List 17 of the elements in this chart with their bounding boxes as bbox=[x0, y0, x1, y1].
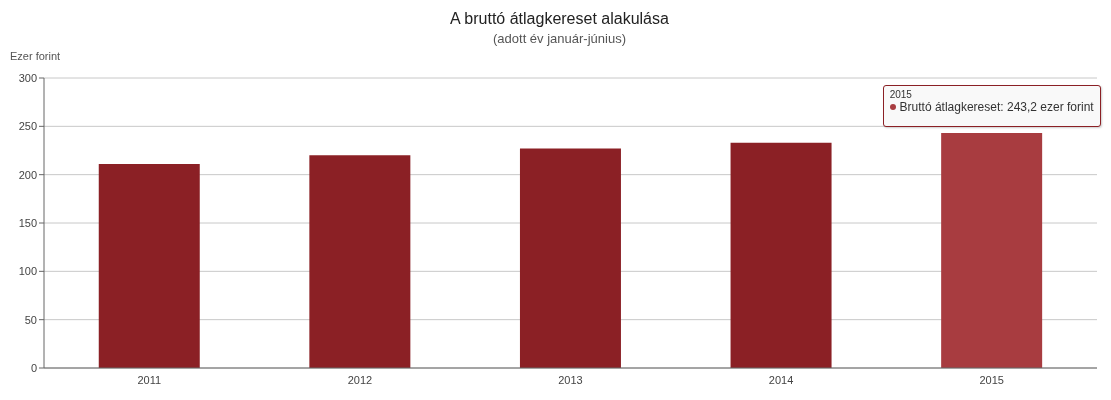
x-tick-label: 2014 bbox=[768, 373, 794, 386]
y-tick-label: 100 bbox=[18, 265, 37, 278]
y-axis-title: Ezer forint bbox=[10, 50, 61, 62]
chart-title: A bruttó átlagkereset alakulása bbox=[449, 10, 670, 28]
y-tick-label: 50 bbox=[24, 313, 37, 326]
x-tick-label: 2011 bbox=[137, 373, 162, 386]
x-tick-label: 2015 bbox=[979, 373, 1004, 386]
category-label: 2015 bbox=[889, 88, 912, 100]
annotation: Bruttó átlagkereset: 243,2 ezer forint bbox=[899, 99, 1094, 114]
x-tick-label: 2012 bbox=[347, 373, 373, 386]
y-tick-label: 150 bbox=[18, 216, 37, 229]
chart-subtitle: (adott év január-június) bbox=[492, 31, 627, 46]
x-tick-label: 2013 bbox=[558, 373, 583, 386]
y-tick-label: 300 bbox=[18, 71, 37, 84]
y-tick-label: 200 bbox=[18, 168, 37, 181]
y-tick-label: 0 bbox=[30, 361, 37, 374]
y-tick-label: 250 bbox=[18, 120, 37, 133]
